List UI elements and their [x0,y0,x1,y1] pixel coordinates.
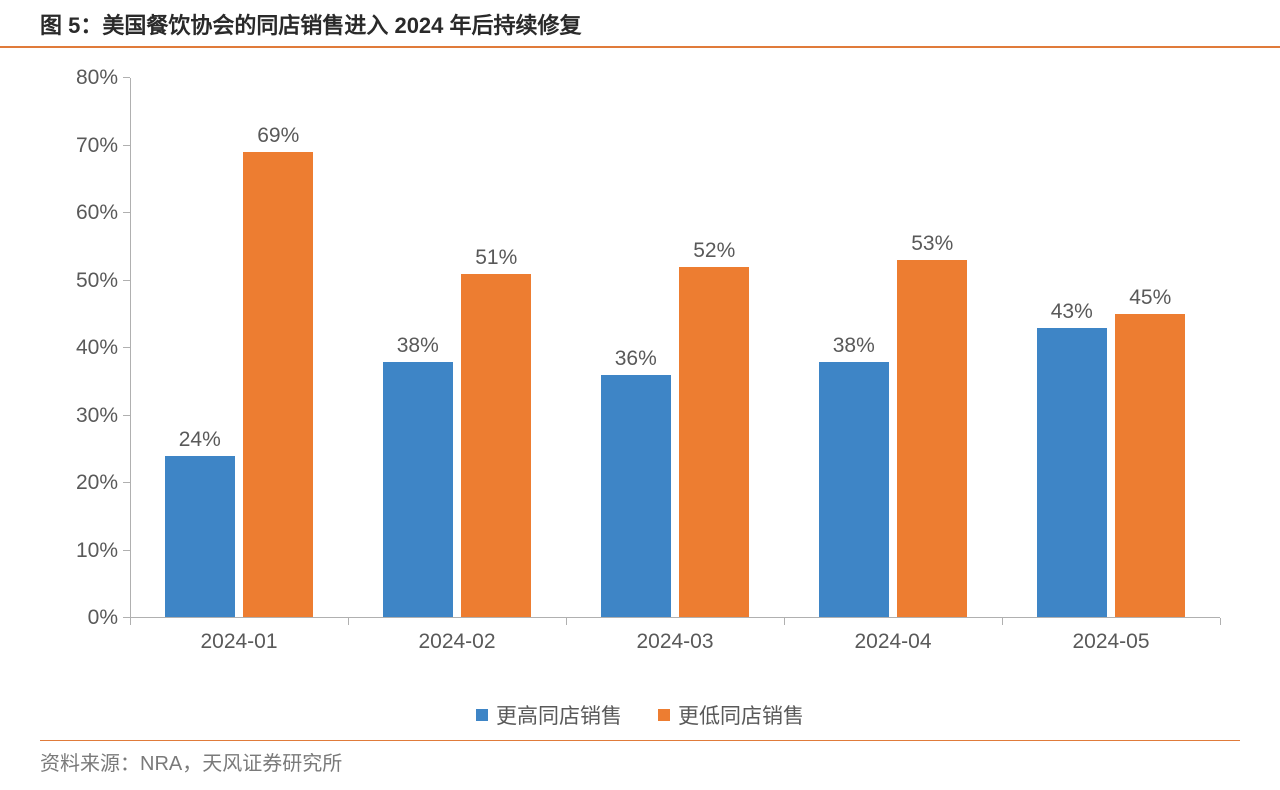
bar-value-label: 53% [897,232,967,256]
bar-value-label: 43% [1037,300,1107,324]
y-tick-label: 10% [76,539,118,563]
x-tick-mark [784,618,785,625]
x-category-label: 2024-01 [200,630,277,654]
y-tick-mark [123,145,130,146]
bar-value-label: 38% [383,334,453,358]
title-bar: 图 5：美国餐饮协会的同店销售进入 2024 年后持续修复 [0,0,1280,48]
y-tick-mark [123,280,130,281]
legend-label: 更高同店销售 [496,700,622,730]
legend-item: 更高同店销售 [476,700,622,730]
y-tick-mark [123,77,130,78]
x-category-label: 2024-04 [854,630,931,654]
legend-swatch [658,709,670,721]
x-category-label: 2024-05 [1072,630,1149,654]
bar-value-label: 52% [679,239,749,263]
bar: 51% [461,274,531,618]
x-tick-mark [1002,618,1003,625]
x-tick-mark [566,618,567,625]
bar-value-label: 45% [1115,286,1185,310]
legend-item: 更低同店销售 [658,700,804,730]
y-tick-mark [123,347,130,348]
bar-value-label: 24% [165,428,235,452]
bar: 53% [897,260,967,618]
y-tick-label: 60% [76,201,118,225]
bar-group: 24%69% [130,78,348,618]
legend: 更高同店销售 更低同店销售 [0,700,1280,730]
y-axis: 0%10%20%30%40%50%60%70%80% [40,78,130,618]
bar-value-label: 38% [819,334,889,358]
y-tick-label: 50% [76,269,118,293]
x-tick-mark [130,618,131,625]
y-tick-label: 20% [76,471,118,495]
bar: 69% [243,152,313,618]
chart-area: 0%10%20%30%40%50%60%70%80% 24%69%2024-01… [40,68,1240,668]
bar-group: 38%51% [348,78,566,618]
y-tick-mark [123,212,130,213]
bar: 36% [601,375,671,618]
bar: 43% [1037,328,1107,618]
y-tick-mark [123,482,130,483]
chart-title: 图 5：美国餐饮协会的同店销售进入 2024 年后持续修复 [40,8,1280,40]
bar: 38% [819,362,889,619]
y-tick-mark [123,617,130,618]
legend-label: 更低同店销售 [678,700,804,730]
y-tick-label: 80% [76,66,118,90]
bar-value-label: 36% [601,347,671,371]
y-tick-mark [123,550,130,551]
y-tick-label: 30% [76,404,118,428]
x-category-label: 2024-02 [418,630,495,654]
y-tick-label: 0% [88,606,118,630]
x-tick-mark [348,618,349,625]
bar: 45% [1115,314,1185,618]
y-tick-mark [123,415,130,416]
plot-region: 24%69%2024-0138%51%2024-0236%52%2024-033… [130,78,1220,618]
bar-group: 43%45% [1002,78,1220,618]
x-category-label: 2024-03 [636,630,713,654]
x-tick-mark [1220,618,1221,625]
y-tick-label: 40% [76,336,118,360]
bar: 52% [679,267,749,618]
bar-value-label: 51% [461,246,531,270]
bar-group: 36%52% [566,78,784,618]
source-text: 资料来源：NRA，天风证券研究所 [40,753,342,775]
legend-swatch [476,709,488,721]
x-axis-line [130,617,1220,618]
source-footer: 资料来源：NRA，天风证券研究所 [40,740,1240,776]
y-tick-label: 70% [76,134,118,158]
bar-value-label: 69% [243,124,313,148]
bar: 24% [165,456,235,618]
bar-group: 38%53% [784,78,1002,618]
bar: 38% [383,362,453,619]
